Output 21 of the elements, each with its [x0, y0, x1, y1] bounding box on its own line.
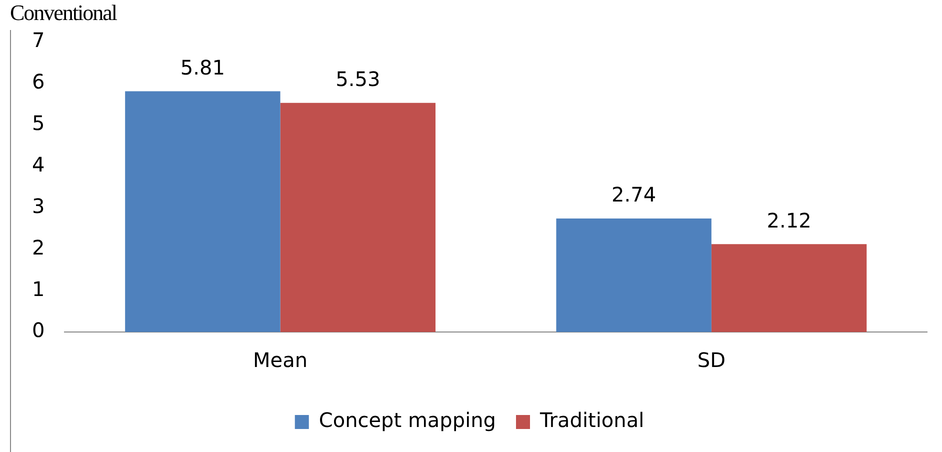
data-label: 2.74: [612, 182, 656, 207]
data-label: 5.53: [336, 67, 380, 92]
y-tick-label: 0: [32, 318, 45, 342]
y-tick-label: 6: [32, 70, 45, 94]
y-tick-label: 7: [32, 28, 45, 52]
bar: [556, 218, 712, 332]
bar: [125, 91, 280, 332]
legend-label: Concept mapping: [318, 408, 496, 432]
bar: [280, 102, 436, 332]
legend-label: Traditional: [539, 408, 644, 432]
y-tick-label: 4: [32, 152, 45, 176]
y-tick-label: 3: [32, 194, 45, 218]
x-tick-label: SD: [697, 348, 726, 372]
y-tick-label: 1: [32, 276, 45, 301]
bar: [711, 244, 867, 332]
chart-title: Conventional: [10, 0, 117, 26]
y-tick-label: 5: [32, 111, 45, 136]
x-tick-label: Mean: [253, 348, 308, 372]
y-tick-label: 2: [32, 235, 45, 260]
data-label: 5.81: [180, 56, 225, 80]
data-label: 2.12: [766, 208, 812, 232]
